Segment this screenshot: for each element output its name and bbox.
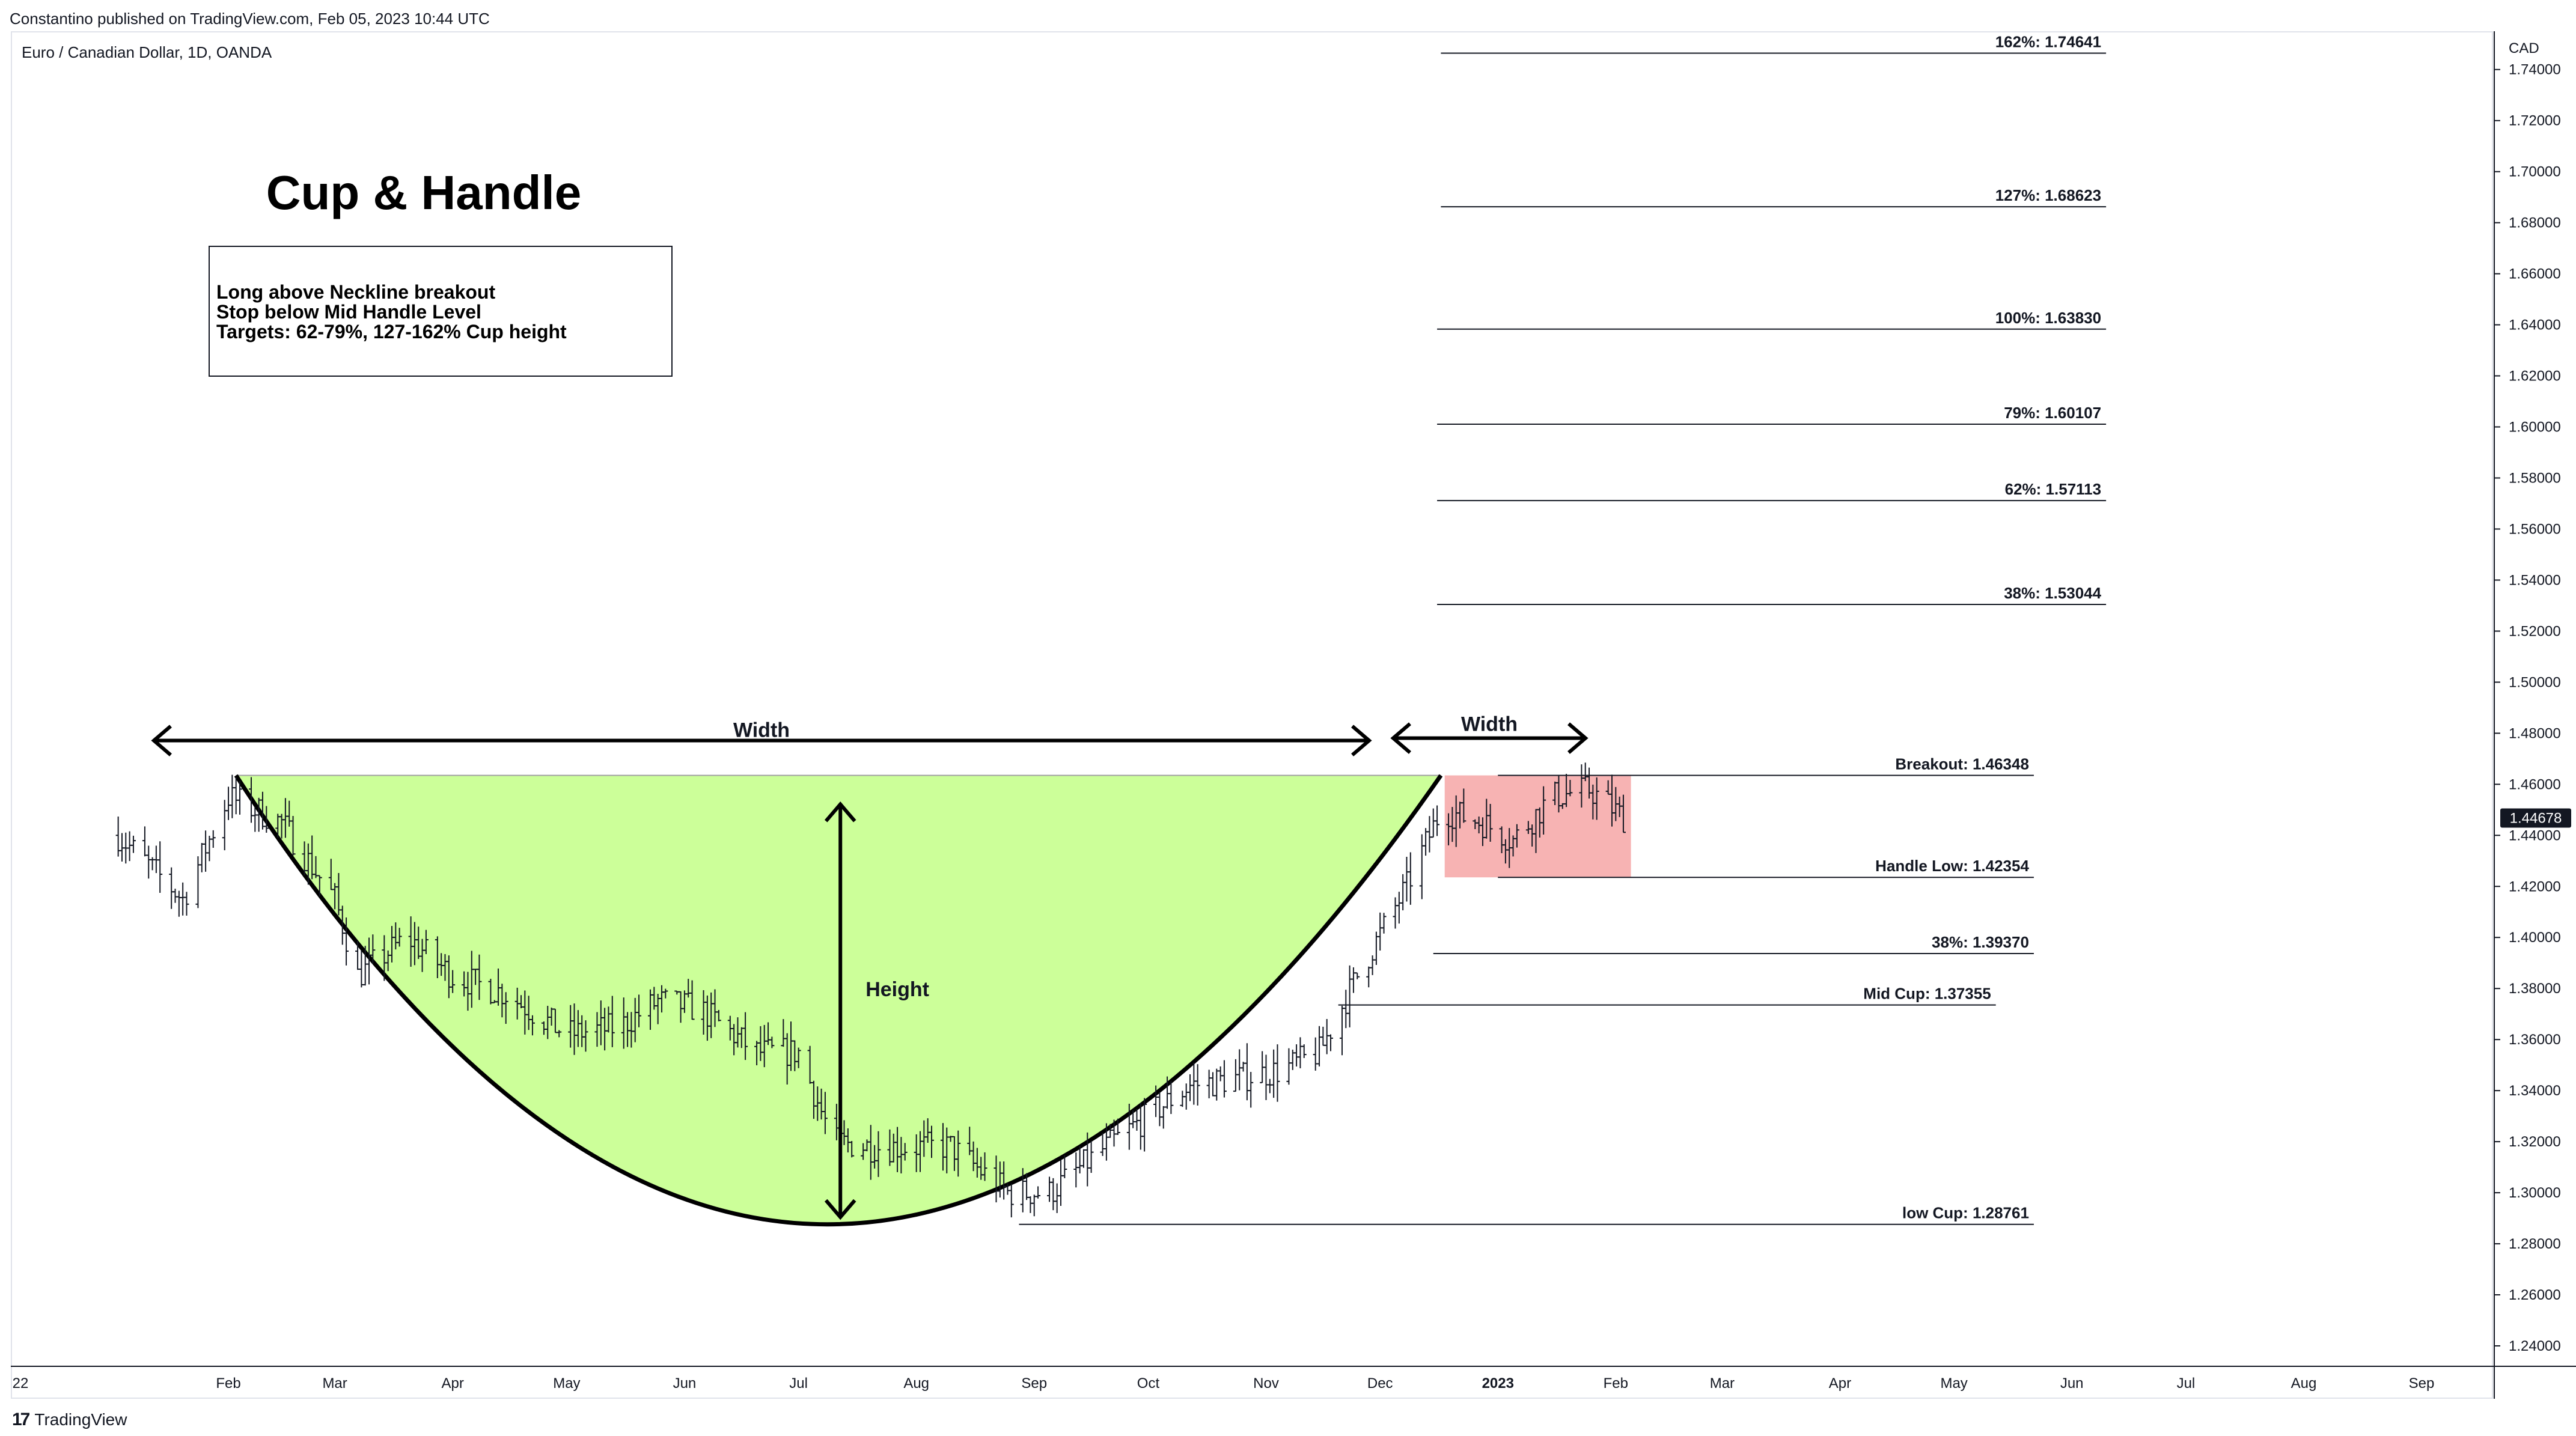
level-label: 100%: 1.63830: [1995, 309, 2101, 327]
level-label: 127%: 1.68623: [1995, 186, 2101, 204]
level-label: low Cup: 1.28761: [1902, 1204, 2029, 1222]
x-tick-label: Sep: [1021, 1375, 1047, 1392]
x-tick-label: Sep: [2409, 1375, 2435, 1392]
level-label: Mid Cup: 1.37355: [1863, 985, 1991, 1003]
cup-curve: [234, 774, 1443, 1227]
x-tick-label: 22: [13, 1375, 29, 1392]
x-tick-label: Aug: [2291, 1375, 2317, 1392]
price-axis[interactable]: CAD 1.74000 1.72000 1.70000 1.68000 1.66000 1.…: [2494, 40, 2571, 1354]
x-tick-label: Nov: [1253, 1375, 1279, 1392]
handle-box[interactable]: [1444, 775, 1631, 878]
cup-width-label: Width: [733, 719, 790, 742]
x-tick-label: 2023: [1482, 1375, 1514, 1392]
cup-shape[interactable]: [234, 774, 1443, 1227]
x-tick-label: Jul: [789, 1375, 808, 1392]
footer-brand[interactable]: 17 TradingView: [12, 1410, 127, 1430]
handle-rect: [1444, 775, 1631, 878]
y-tick-label: 1.32000: [2509, 1134, 2561, 1150]
x-tick-label: Mar: [1710, 1375, 1735, 1392]
x-tick-label: Apr: [441, 1375, 463, 1392]
last-price-label: 1.44678: [2510, 810, 2562, 826]
y-tick-label: 1.26000: [2509, 1287, 2561, 1303]
level-label: 79%: 1.60107: [2004, 404, 2101, 422]
currency-label: CAD: [2509, 40, 2539, 56]
cup-width-arrow-right-head: [1351, 725, 1372, 756]
y-tick-label: 1.70000: [2509, 164, 2561, 180]
x-tick-label: Jun: [673, 1375, 697, 1392]
y-tick-label: 1.54000: [2509, 572, 2561, 588]
height-arrow-bottom-head: [824, 1199, 856, 1220]
published-info: Constantino published on TradingView.com…: [10, 10, 490, 28]
y-tick-label: 1.36000: [2509, 1032, 2561, 1048]
ohlc-bars: [115, 762, 1626, 1218]
y-tick-label: 1.62000: [2509, 368, 2561, 385]
x-tick-label: Jul: [2177, 1375, 2196, 1392]
y-tick-label: 1.34000: [2509, 1083, 2561, 1099]
y-tick-label: 1.44000: [2509, 827, 2561, 844]
notes-box: [209, 246, 673, 377]
handle-width-arrow-right-head: [1567, 722, 1589, 754]
y-tick-label: 1.66000: [2509, 266, 2561, 282]
x-tick-label: Apr: [1829, 1375, 1851, 1392]
y-tick-label: 1.28000: [2509, 1236, 2561, 1252]
time-axis[interactable]: 22 Feb Mar Apr May Jun Jul Aug Sep Oct Nov Dec 2023 F…: [13, 1375, 2435, 1392]
y-tick-label: 1.72000: [2509, 113, 2561, 129]
y-tick-label: 1.60000: [2509, 419, 2561, 436]
x-tick-label: May: [553, 1375, 580, 1392]
x-tick-label: Aug: [903, 1375, 929, 1392]
x-tick-label: Dec: [1367, 1375, 1393, 1392]
y-tick-label: 1.56000: [2509, 521, 2561, 537]
y-tick-label: 1.68000: [2509, 215, 2561, 231]
cup-fill: [236, 775, 1441, 1225]
cup-width-arrow-left-head: [151, 725, 172, 756]
y-tick-label: 1.64000: [2509, 317, 2561, 333]
x-tick-label: Mar: [322, 1375, 347, 1392]
x-tick-label: May: [1940, 1375, 1967, 1392]
y-tick-label: 1.58000: [2509, 470, 2561, 486]
level-label: 38%: 1.53044: [2004, 584, 2101, 602]
y-tick-label: 1.52000: [2509, 623, 2561, 639]
y-tick-label: 1.46000: [2509, 776, 2561, 793]
y-tick-label: 1.38000: [2509, 981, 2561, 997]
y-tick-label: 1.40000: [2509, 929, 2561, 946]
height-arrow-top-head: [824, 801, 856, 823]
tradingview-logo-icon: 17: [12, 1410, 30, 1429]
pattern-title: Cup & Handle: [266, 166, 581, 219]
level-label: 162%: 1.74641: [1995, 32, 2101, 50]
annotations[interactable]: Cup & Handle Long above Neckline breakout…: [151, 166, 1589, 1220]
note-line: Stop below Mid Handle Level: [216, 301, 481, 323]
note-line: Targets: 62-79%, 127-162% Cup height: [216, 321, 567, 342]
note-line: Long above Neckline breakout: [216, 281, 495, 303]
y-tick-label: 1.74000: [2509, 62, 2561, 78]
x-tick-label: Feb: [216, 1375, 240, 1392]
y-tick-label: 1.42000: [2509, 878, 2561, 895]
x-tick-label: Jun: [2060, 1375, 2084, 1392]
level-label: 62%: 1.57113: [2005, 480, 2101, 498]
level-label: Breakout: 1.46348: [1895, 755, 2029, 773]
level-label: 38%: 1.39370: [1932, 933, 2029, 951]
handle-width-label: Width: [1461, 713, 1518, 736]
level-label: Handle Low: 1.42354: [1875, 857, 2029, 875]
y-tick-label: 1.48000: [2509, 725, 2561, 741]
x-tick-label: Feb: [1604, 1375, 1628, 1392]
x-tick-label: Oct: [1137, 1375, 1160, 1392]
height-label: Height: [865, 978, 929, 1001]
y-tick-label: 1.24000: [2509, 1338, 2561, 1354]
handle-width-arrow-left-head: [1390, 722, 1411, 754]
last-price-tag: [2500, 808, 2571, 828]
price-levels[interactable]: 162%: 1.74641 127%: 1.68623 100%: 1.63830 7…: [1019, 32, 2107, 1225]
symbol-title[interactable]: Euro / Canadian Dollar, 1D, OANDA: [22, 43, 272, 61]
y-tick-label: 1.50000: [2509, 674, 2561, 690]
y-tick-label: 1.30000: [2509, 1185, 2561, 1201]
brand-label: TradingView: [34, 1410, 127, 1429]
